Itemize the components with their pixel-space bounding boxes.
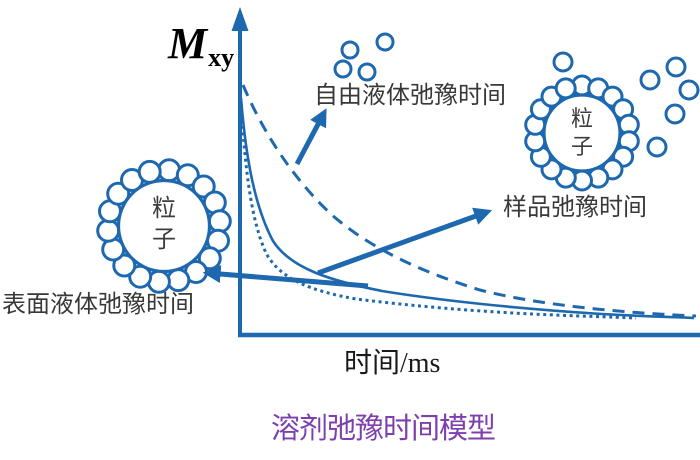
free-molecule-icon: [375, 32, 395, 52]
free-molecule-icon: [646, 136, 668, 158]
particle-core-icon: [116, 178, 212, 274]
particle-core-icon: [542, 93, 622, 173]
particle-right-label: 粒 子: [570, 106, 593, 159]
particle-right: [524, 74, 640, 192]
adsorbed-molecule-icon: [106, 181, 131, 206]
y-axis-label-main: M: [168, 19, 208, 68]
free-molecule-icon: [678, 79, 700, 101]
y-axis-label: M xy: [168, 19, 234, 71]
free-molecule-icon: [333, 59, 353, 79]
figure-title: 溶剂弛豫时间模型: [271, 413, 496, 445]
particle-left-label: 粒 子: [152, 196, 176, 253]
free-liquid-relaxation-label: 自由液体弛豫时间: [314, 83, 506, 109]
free-molecule-icon: [664, 103, 686, 125]
adsorbed-molecule-icon: [191, 174, 216, 199]
curve-sample-solid: [239, 97, 695, 320]
free-molecules-group: [333, 32, 700, 158]
x-axis-label: 时间/ms: [344, 348, 441, 379]
y-axis-arrowhead-icon: [231, 7, 249, 31]
adsorbed-molecule-icon: [166, 268, 191, 293]
free-molecule-icon: [639, 69, 661, 91]
free-molecule-icon: [665, 56, 687, 78]
free-molecule-icon: [552, 51, 574, 73]
free-molecule-icon: [340, 40, 360, 60]
particle-left: [96, 158, 232, 294]
sample-annotation-arrow-icon: [317, 207, 493, 276]
surface-liquid-annotation-arrow-icon: [202, 265, 369, 289]
surface-liquid-relaxation-label: 表面液体弛豫时间: [2, 292, 194, 318]
y-axis-label-subscript: xy: [208, 43, 235, 72]
adsorbed-molecule-icon: [112, 253, 137, 278]
adsorbed-molecule-icon: [207, 209, 232, 234]
free-molecule-icon: [357, 62, 377, 82]
adsorbed-molecule-icon: [137, 159, 162, 184]
sample-relaxation-label: 样品弛豫时间: [503, 195, 647, 221]
free-liquid-annotation-arrow-icon: [294, 108, 327, 166]
adsorbed-molecule-icon: [96, 218, 121, 243]
curve-free-liquid-dashed: [241, 84, 697, 318]
